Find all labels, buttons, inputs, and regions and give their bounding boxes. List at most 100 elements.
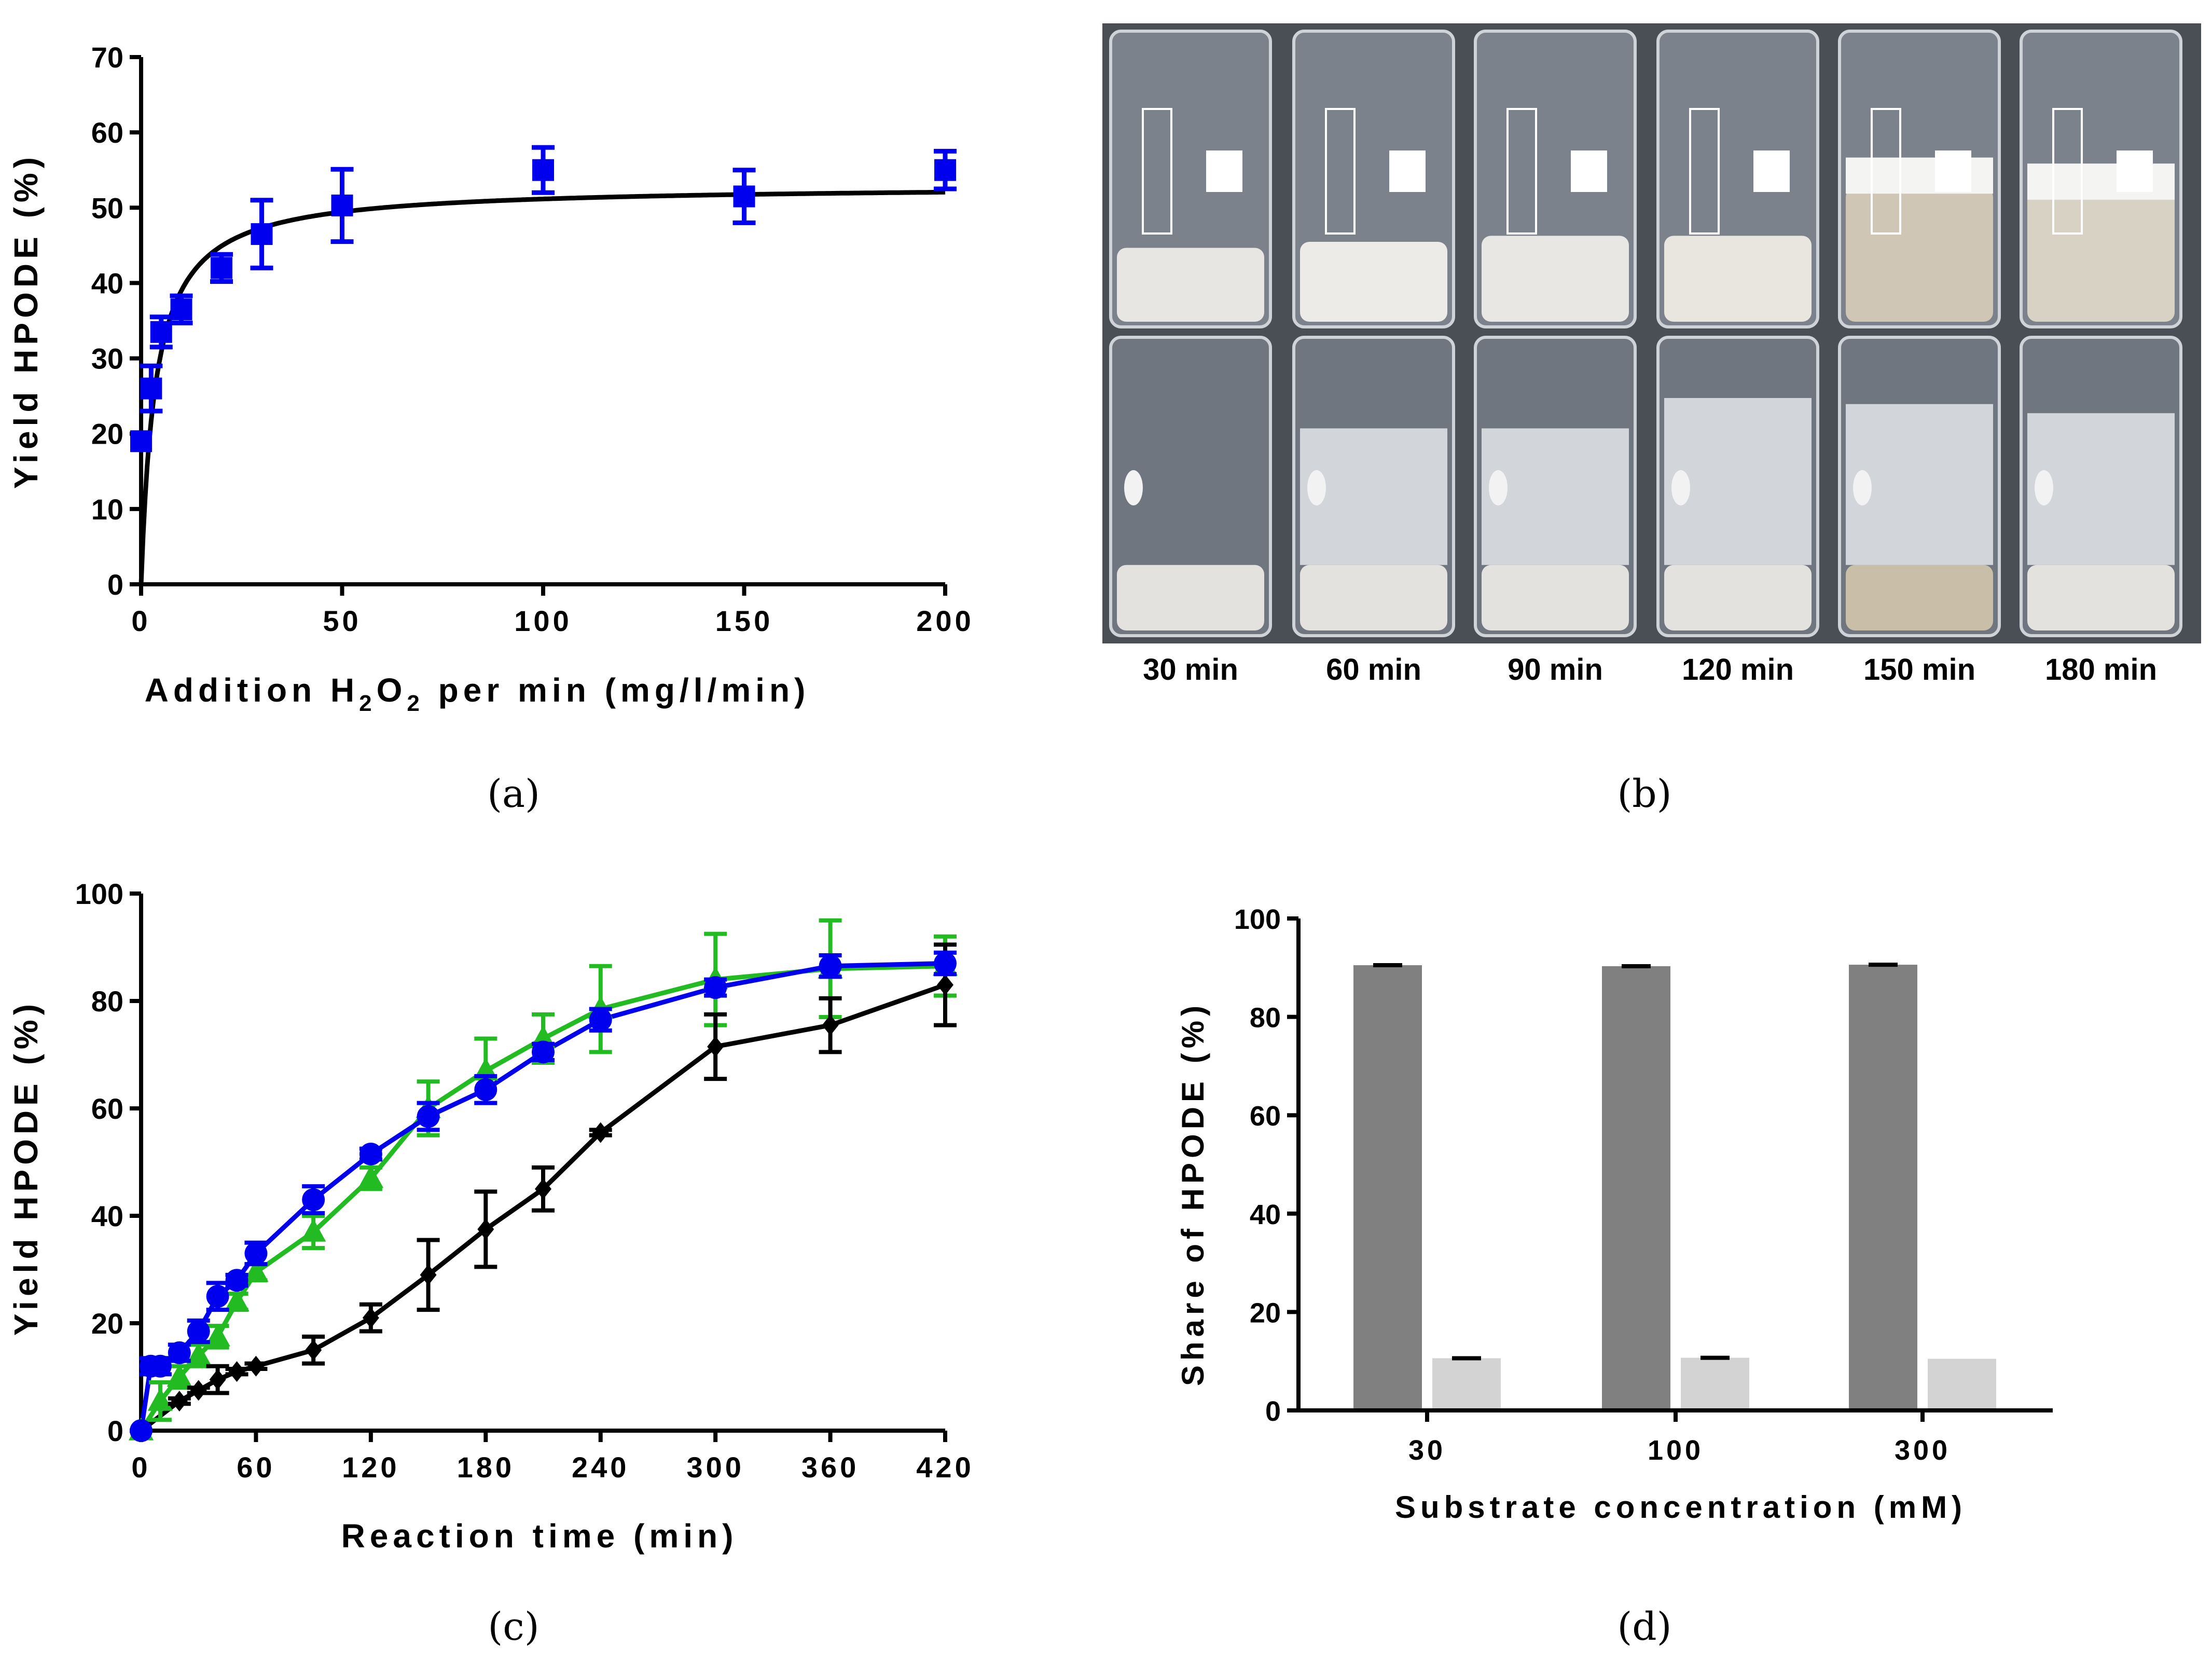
x-tick-label: 420 — [916, 1451, 974, 1484]
y-tick-label: 50 — [91, 191, 123, 224]
beaker-scale — [1506, 108, 1537, 235]
x-tick-label: 60 — [237, 1451, 275, 1484]
data-point-square — [140, 377, 162, 400]
y-tick-label: 60 — [91, 1092, 123, 1125]
data-point-circle — [474, 1078, 497, 1101]
y-tick-label: 60 — [91, 116, 123, 149]
data-point-diamond — [822, 1014, 839, 1036]
y-tick-label: 0 — [107, 1415, 123, 1447]
bar-light — [1928, 1359, 1996, 1408]
beaker-liquid — [1300, 565, 1447, 630]
x-tick-label: 120 — [342, 1451, 399, 1484]
data-point-diamond — [362, 1307, 379, 1328]
data-point-circle — [187, 1320, 210, 1343]
beaker-liquid — [2027, 187, 2175, 322]
panel-a-fit-curve — [139, 189, 946, 585]
bar-dark — [1849, 965, 1917, 1408]
data-point-triangle — [205, 1323, 230, 1347]
beaker-liquid — [1846, 187, 1993, 322]
beaker-tag — [1206, 150, 1242, 192]
time-label-180: 180 min — [2045, 653, 2157, 687]
beaker-scale — [2052, 108, 2083, 235]
beaker-logo — [1671, 470, 1690, 505]
data-point-circle — [302, 1188, 325, 1211]
data-point-square — [170, 298, 192, 321]
data-point-diamond — [209, 1369, 226, 1390]
y-tick-label: 40 — [91, 267, 123, 299]
beaker-logo — [1489, 470, 1508, 505]
beaker-tag — [2117, 150, 2153, 192]
panel-a-series — [130, 145, 957, 452]
beaker-tag — [1389, 150, 1426, 192]
x-tick-label: 0 — [131, 1451, 150, 1484]
data-point-diamond — [420, 1264, 437, 1285]
beaker-tag — [1753, 150, 1790, 192]
beaker-liquid — [1117, 565, 1264, 630]
data-point-square — [532, 159, 554, 181]
x-tick-label: 300 — [686, 1451, 744, 1484]
data-point-triangle — [186, 1342, 211, 1365]
bar-light — [1681, 1357, 1749, 1408]
panel-d-axes: 0 20 40 60 80 100 30 100 300 — [1234, 904, 2053, 1466]
x-tick-label: 360 — [801, 1451, 859, 1484]
beaker-liquid — [1117, 248, 1264, 322]
data-point-square — [251, 223, 273, 245]
data-point-diamond — [937, 974, 953, 995]
data-point-circle — [589, 1008, 612, 1032]
beaker-liquid — [1664, 236, 1812, 322]
beaker-scale — [1871, 108, 1901, 235]
beaker-logo — [1307, 470, 1326, 505]
data-point-square — [331, 194, 353, 216]
beaker-grid — [1109, 30, 2182, 637]
time-label-120: 120 min — [1682, 653, 1794, 687]
data-point-triangle — [167, 1364, 192, 1387]
photo-background — [1102, 23, 2201, 643]
y-tick-label: 30 — [91, 342, 123, 375]
x-tick-label: 150 — [715, 605, 773, 637]
panel-a-y-axis-label: Yield HPODE (%) — [7, 153, 45, 489]
y-tick-label: 40 — [1250, 1199, 1281, 1230]
data-point-triangle — [224, 1288, 250, 1312]
y-tick-label: 80 — [1250, 1003, 1281, 1034]
y-tick-label: 100 — [75, 877, 123, 910]
data-point-triangle — [300, 1218, 326, 1242]
x-tick-label: 100 — [514, 605, 572, 637]
time-label-60: 60 min — [1326, 653, 1421, 687]
time-label-150: 150 min — [1863, 653, 1975, 687]
panel-d-x-axis-label: Substrate concentration (mM) — [1395, 1490, 1967, 1525]
data-point-circle — [225, 1269, 248, 1292]
y-tick-label: 70 — [91, 41, 123, 74]
beaker-logo — [2035, 470, 2053, 505]
panel-c-y-axis-label: Yield HPODE (%) — [7, 999, 45, 1336]
data-point-circle — [244, 1242, 268, 1265]
y-tick-label: 80 — [91, 985, 123, 1018]
y-tick-label: 20 — [1250, 1297, 1281, 1328]
data-point-diamond — [190, 1380, 207, 1401]
panel-a-x-axis-label: Addition H2O2 per min (mg/l/min) — [145, 671, 810, 716]
data-point-square — [130, 430, 152, 452]
data-point-circle — [704, 976, 727, 999]
panel-c-caption: (c) — [488, 1604, 539, 1649]
data-point-square — [934, 159, 956, 181]
time-label-30: 30 min — [1143, 653, 1238, 687]
data-point-diamond — [707, 1036, 724, 1057]
panel-c-chart: 0 20 40 60 80 100 0 60 120 180 240 300 360 420 Yield … — [7, 877, 974, 1649]
panel-c-axes: 0 20 40 60 80 100 0 60 120 180 240 300 360 420 — [75, 877, 974, 1484]
data-point-circle — [130, 1419, 153, 1442]
beaker-tag — [1571, 150, 1607, 192]
bar-light — [1432, 1358, 1501, 1408]
data-point-square — [733, 185, 755, 208]
beaker-scale — [1325, 108, 1356, 235]
beaker-liquid — [1300, 242, 1447, 322]
y-tick-label: 20 — [91, 1307, 123, 1340]
beaker-liquid — [1482, 236, 1629, 322]
y-tick-label: 60 — [1250, 1101, 1281, 1132]
beaker-tag — [1935, 150, 1971, 192]
data-point-diamond — [247, 1355, 265, 1377]
data-point-circle — [532, 1040, 555, 1064]
panel-d-y-axis-label: Share of HPODE (%) — [1176, 1001, 1210, 1386]
x-tick-label: 50 — [323, 605, 361, 637]
panel-d-bars — [1353, 963, 1996, 1408]
data-point-triangle — [358, 1165, 384, 1188]
